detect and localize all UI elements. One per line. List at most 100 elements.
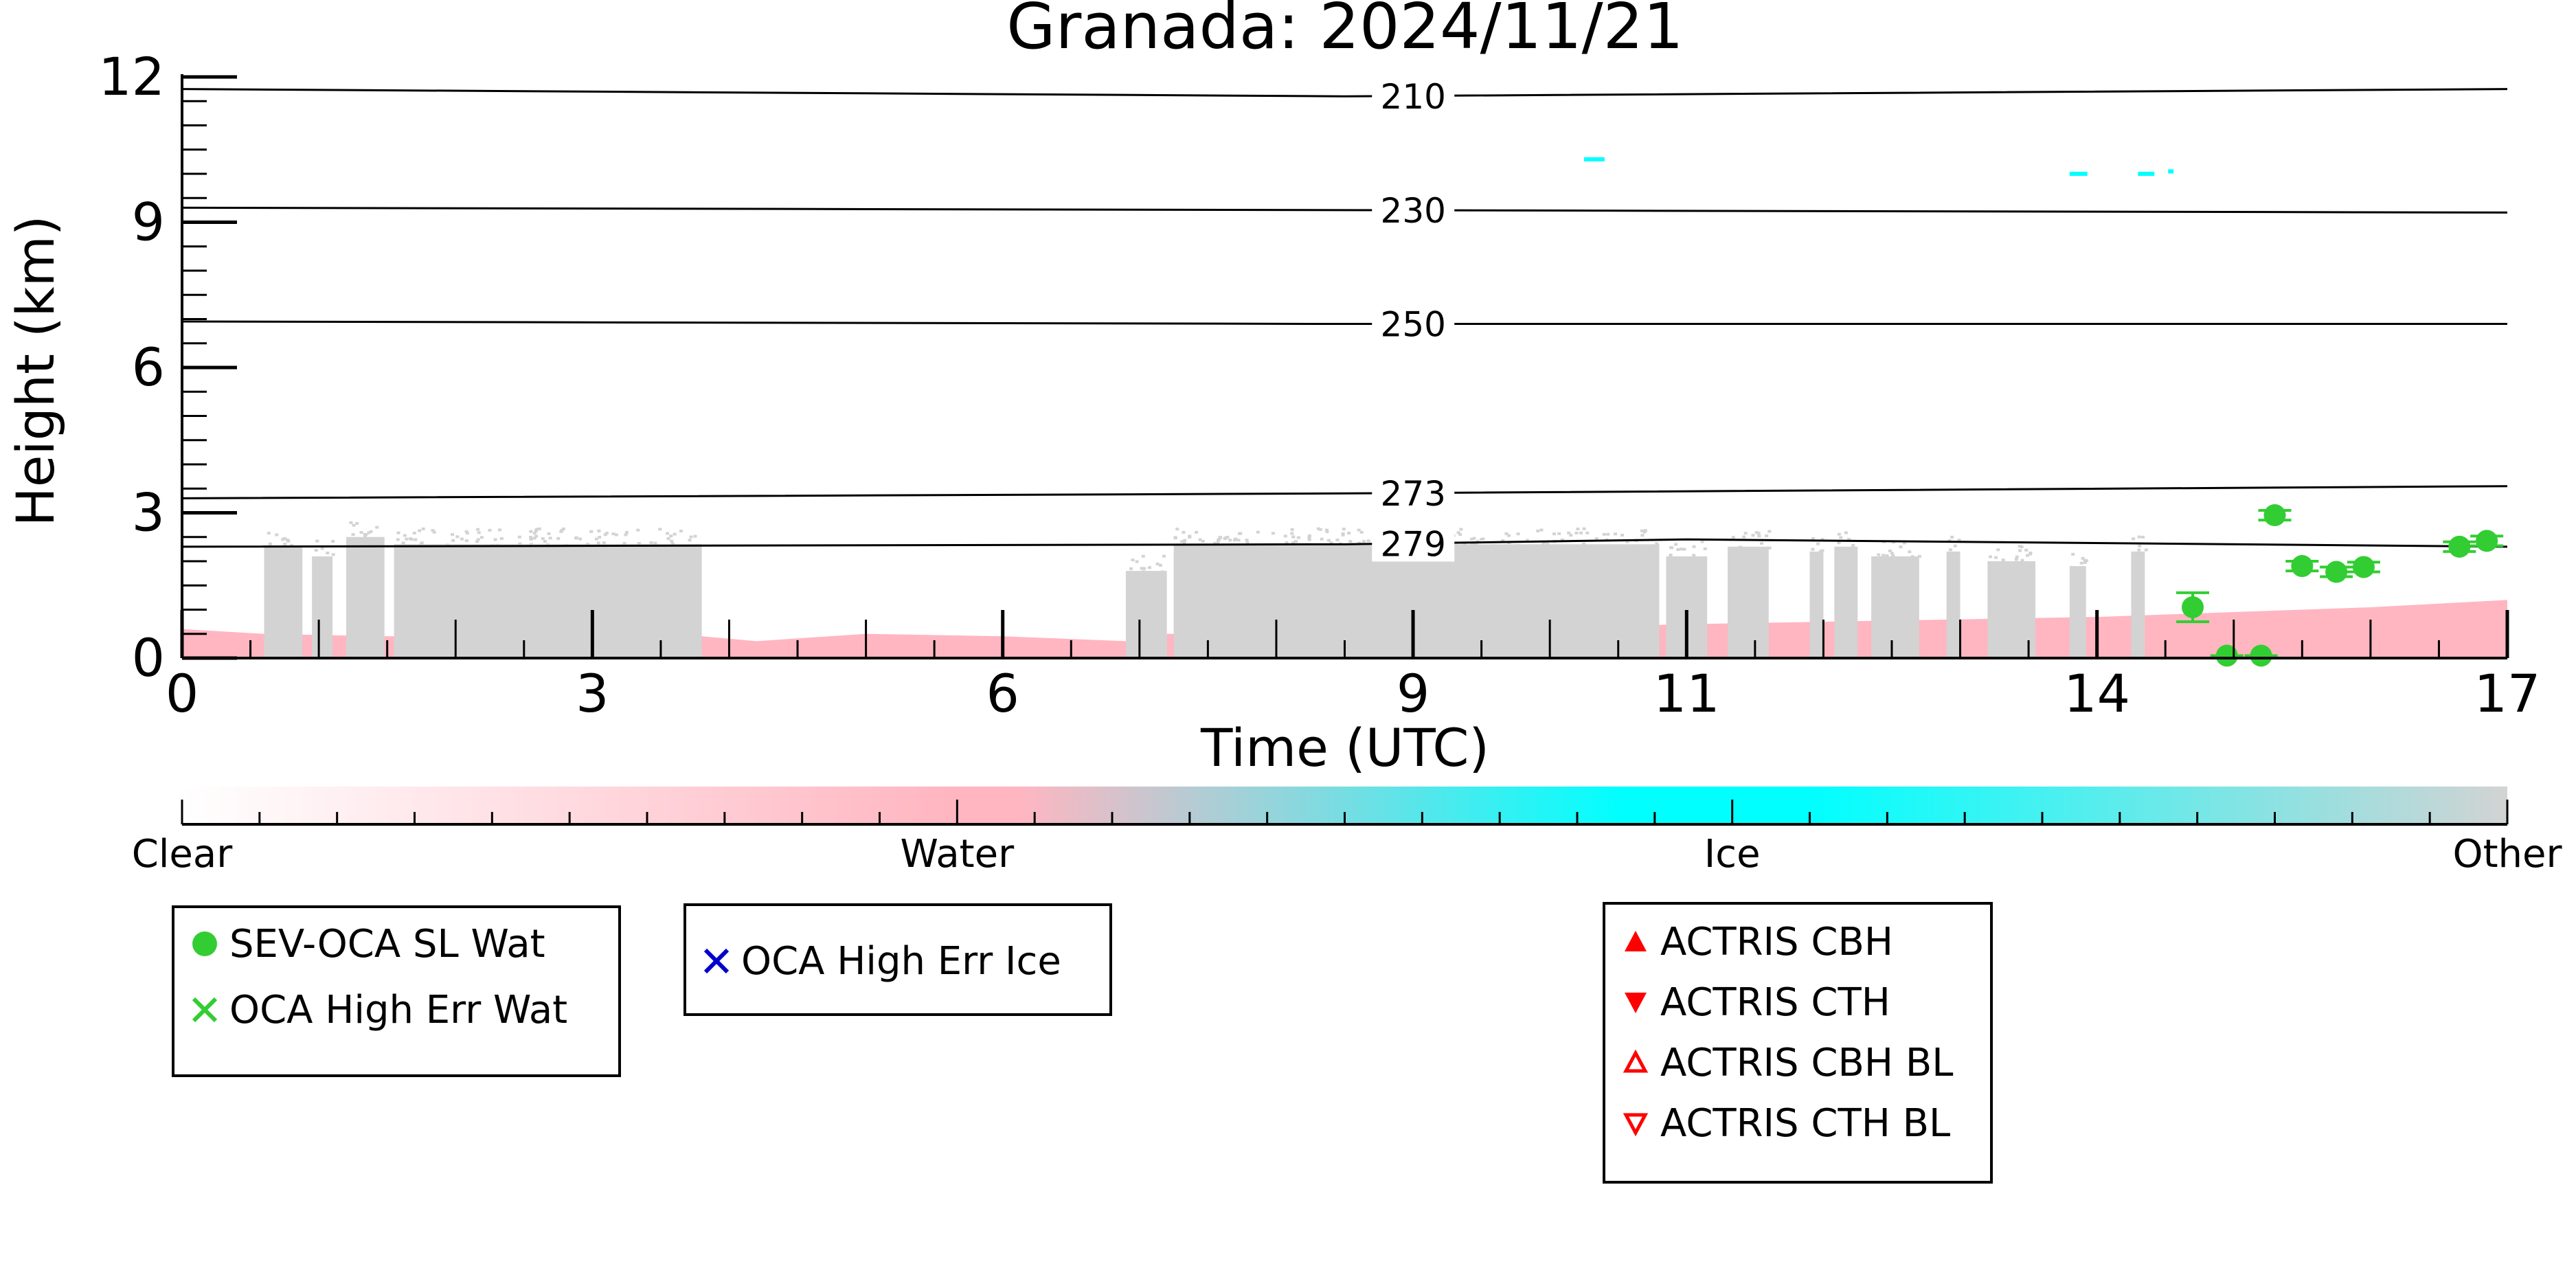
other-mask-speck	[1307, 538, 1311, 541]
other-mask-speck	[1293, 540, 1298, 543]
other-mask-speck	[2141, 535, 2145, 539]
other-mask-speck	[1140, 567, 1144, 570]
other-mask-speck	[1847, 538, 1851, 541]
other-mask-speck	[275, 533, 279, 536]
other-mask-speck	[2018, 549, 2022, 552]
other-mask-speck	[488, 528, 492, 532]
x-tick-label: 17	[2474, 663, 2541, 724]
other-mask-speck	[1324, 528, 1329, 532]
other-mask-speck	[1516, 532, 1520, 536]
other-mask-speck	[281, 538, 285, 541]
other-mask-speck	[1188, 534, 1192, 538]
other-mask-speck	[596, 541, 600, 545]
other-mask-speck	[2083, 561, 2087, 564]
green-x-marker-icon	[192, 997, 218, 1023]
other-mask-speck	[670, 539, 674, 543]
other-mask-speck	[1142, 567, 1146, 570]
other-mask-speck	[409, 538, 414, 541]
other-mask-speck	[1567, 531, 1571, 534]
sev-oca-data-point	[2263, 504, 2286, 527]
other-mask-speck	[2071, 552, 2075, 556]
other-mask-speck	[2020, 545, 2024, 549]
temperature-contour-line	[181, 320, 2507, 326]
other-mask-speck	[1582, 543, 1586, 546]
ice-mask-speck	[2138, 172, 2155, 176]
other-mask-speck	[1910, 555, 1914, 558]
other-mask-speck	[355, 521, 359, 525]
other-mask-speck	[1552, 532, 1557, 536]
other-mask-speck	[1307, 534, 1311, 537]
other-mask-speck	[1491, 544, 1495, 547]
other-mask-speck	[1216, 541, 1220, 545]
y-tick-label: 6	[132, 337, 165, 398]
other-mask-speck	[1582, 527, 1586, 530]
other-mask-speck	[518, 542, 522, 545]
legend-label: OCA High Err Ice	[741, 938, 1061, 984]
other-mask-speck	[1742, 535, 1746, 539]
other-mask-speck	[1318, 528, 1322, 531]
other-mask-speck	[421, 527, 425, 530]
x-tick-label: 3	[576, 663, 609, 724]
other-mask-speck	[1182, 541, 1186, 544]
other-mask-speck	[1316, 527, 1320, 530]
other-mask-speck	[1271, 532, 1275, 535]
other-mask-speck	[2025, 554, 2029, 557]
other-mask-speck	[560, 528, 564, 532]
other-mask-speck	[688, 539, 692, 542]
colorbar-label: Ice	[1704, 832, 1761, 877]
other-mask-speck	[673, 532, 677, 536]
other-mask-block	[1871, 556, 1919, 658]
other-mask-speck	[605, 532, 609, 535]
ice-mask-speck	[2168, 169, 2174, 174]
y-tick-label: 12	[98, 46, 165, 107]
red-triangle-down-icon	[1625, 993, 1647, 1013]
other-mask-speck	[556, 536, 561, 540]
other-mask-speck	[517, 535, 521, 539]
other-mask-speck	[1908, 550, 1912, 554]
other-mask-block	[1173, 544, 1660, 658]
other-mask-speck	[679, 530, 683, 533]
other-mask-speck	[431, 529, 435, 532]
other-mask-speck	[534, 534, 539, 538]
other-mask-speck	[1219, 536, 1223, 539]
other-mask-speck	[432, 530, 436, 534]
other-mask-speck	[1642, 530, 1647, 534]
other-mask-speck	[547, 532, 551, 535]
other-mask-speck	[1481, 537, 1485, 541]
other-mask-speck	[476, 528, 480, 531]
other-mask-speck	[529, 530, 533, 533]
x-tick-label: 9	[1397, 663, 1430, 724]
legend-label: ACTRIS CTH	[1660, 980, 1890, 1025]
other-mask-speck	[548, 536, 552, 540]
other-mask-speck	[401, 541, 405, 545]
other-mask-speck	[1213, 541, 1217, 545]
other-mask-speck	[1254, 544, 1258, 547]
other-mask-speck	[1703, 547, 1707, 550]
other-mask-speck	[1362, 540, 1366, 543]
ice-mask-speck	[2069, 172, 2088, 176]
other-mask-speck	[1743, 532, 1748, 535]
legend-entry-oca-high-err-wat: OCA High Err Wat	[188, 982, 567, 1037]
other-mask-speck	[1283, 534, 1287, 538]
other-mask-speck	[497, 528, 501, 532]
other-mask-speck	[331, 540, 335, 543]
other-mask-speck	[359, 531, 363, 534]
other-mask-speck	[1757, 534, 1761, 538]
other-mask-speck	[464, 539, 468, 543]
other-mask-speck	[2024, 548, 2029, 552]
other-mask-speck	[611, 532, 615, 536]
other-mask-speck	[455, 535, 460, 539]
other-mask-speck	[649, 541, 653, 544]
other-mask-speck	[636, 528, 640, 532]
sev-oca-data-point	[2250, 644, 2272, 667]
sev-oca-data-point	[2325, 561, 2348, 583]
other-mask-speck	[1614, 532, 1618, 536]
other-mask-block	[264, 546, 303, 658]
other-mask-speck	[1458, 533, 1462, 536]
other-mask-speck	[1917, 554, 1921, 558]
colorbar-label: Other	[2452, 832, 2562, 877]
other-mask-speck	[1225, 536, 1230, 539]
colorbar-label: Clear	[132, 832, 233, 877]
other-mask-speck	[1676, 548, 1680, 552]
other-mask-speck	[499, 537, 504, 541]
